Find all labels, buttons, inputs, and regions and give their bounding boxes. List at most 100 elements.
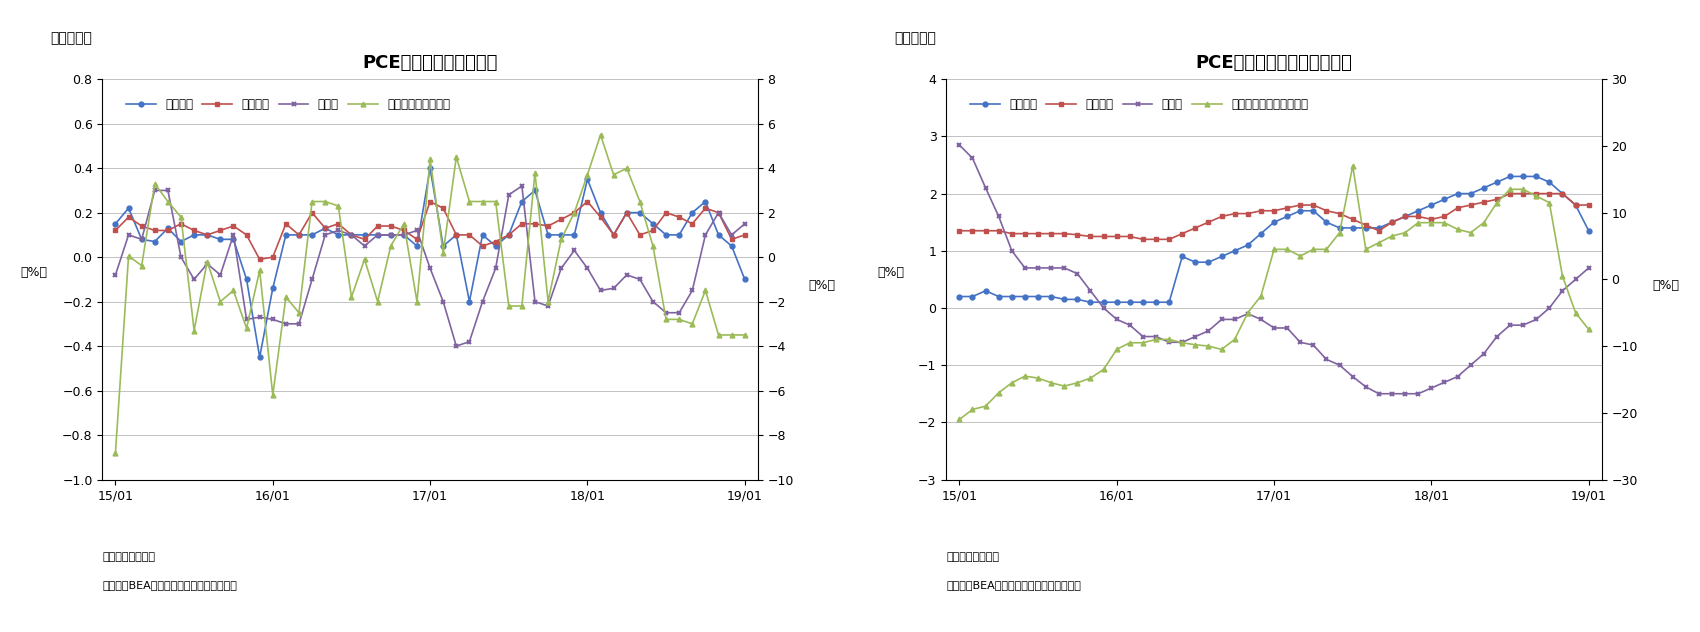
コア指数 [1238,210,1258,217]
エネルギー（右軸） [498,302,518,310]
エネルギー（右軸） [105,449,126,456]
コア指数 [158,227,178,234]
総合指数 [1107,298,1127,306]
総合指数 [197,231,218,239]
食料品 [1304,341,1324,349]
コア指数 [434,204,454,212]
コア指数 [1224,210,1244,217]
エネルギー関連（右軸） [1251,292,1272,300]
食料品 [1538,304,1559,312]
コア指数 [564,209,585,216]
食料品 [1093,304,1114,312]
コア指数 [590,214,610,221]
総合指数 [367,231,388,239]
食料品 [197,260,218,267]
食料品 [643,298,663,305]
エネルギー（右軸） [682,320,702,327]
食料品 [1001,247,1022,255]
コア指数 [1316,207,1336,214]
Y-axis label: （%）: （%） [877,266,904,279]
食料品 [629,276,649,283]
食料品 [1316,356,1336,363]
コア指数 [734,231,755,239]
食料品 [1171,339,1192,346]
Y-axis label: （%）: （%） [20,266,48,279]
エネルギー関連（右軸） [1185,341,1205,348]
エネルギー関連（右軸） [1460,229,1481,236]
総合指数 [1382,219,1402,226]
食料品 [1460,362,1481,369]
エネルギー（右軸） [434,249,454,257]
エネルギー関連（右軸） [1566,309,1586,317]
エネルギー関連（右軸） [1159,336,1180,343]
コア指数 [1435,213,1455,221]
食料品 [486,264,507,272]
食料品 [1054,264,1074,272]
エネルギー関連（右軸） [1316,246,1336,253]
コア指数 [988,227,1008,234]
エネルギー関連（右軸） [1447,226,1467,233]
食料品 [1251,315,1272,323]
総合指数 [721,242,741,250]
食料品 [1198,327,1219,334]
総合指数 [158,224,178,232]
エネルギー関連（右軸） [1171,339,1192,346]
食料品 [1040,264,1061,272]
コア指数 [537,222,558,230]
エネルギー関連（右軸） [1040,379,1061,387]
コア指数 [473,242,493,250]
エネルギー関連（右軸） [1277,246,1297,253]
コア指数 [643,227,663,234]
コア指数 [695,204,716,212]
総合指数 [144,238,165,245]
エネルギー（右軸） [695,287,716,295]
総合指数 [1513,173,1533,180]
コア指数 [1001,230,1022,238]
食料品 [211,271,231,279]
食料品 [988,213,1008,221]
食料品 [420,264,440,272]
Line: コア指数: コア指数 [957,191,1591,242]
エネルギー関連（右軸） [1538,199,1559,207]
総合指数 [1304,207,1324,214]
Line: エネルギー（右軸）: エネルギー（右軸） [112,132,748,455]
コア指数 [1368,227,1389,234]
エネルギー（右軸） [643,242,663,250]
Line: コア指数: コア指数 [112,199,748,262]
食料品 [1068,270,1088,277]
食料品 [434,298,454,305]
総合指数 [1001,293,1022,300]
エネルギー（右軸） [709,331,729,339]
コア指数 [1396,213,1416,221]
食料品 [250,313,270,321]
エネルギー（右軸） [512,302,532,310]
総合指数 [629,209,649,216]
エネルギー関連（右軸） [1093,366,1114,374]
食料品 [976,184,996,191]
コア指数 [1212,213,1232,221]
Y-axis label: （%）: （%） [1652,279,1680,293]
エネルギー（右軸） [197,258,218,265]
Line: 総合指数: 総合指数 [112,166,748,360]
エネルギー関連（右軸） [1263,246,1284,253]
総合指数 [1538,178,1559,186]
コア指数 [223,222,243,230]
総合指数 [1499,173,1520,180]
エネルギー（右軸） [119,252,139,260]
食料品 [1185,333,1205,341]
総合指数 [512,198,532,205]
食料品 [105,271,126,279]
コア指数 [131,222,151,230]
総合指数 [976,287,996,295]
コア指数 [1527,190,1547,197]
コア指数 [486,238,507,245]
総合指数 [434,242,454,250]
総合指数 [354,231,374,239]
エネルギー関連（右軸） [1421,219,1442,226]
エネルギー関連（右軸） [1435,219,1455,226]
コア指数 [1499,190,1520,197]
総合指数 [250,353,270,361]
エネルギー（右軸） [525,169,546,176]
コア指数 [275,220,296,228]
総合指数 [617,209,638,216]
